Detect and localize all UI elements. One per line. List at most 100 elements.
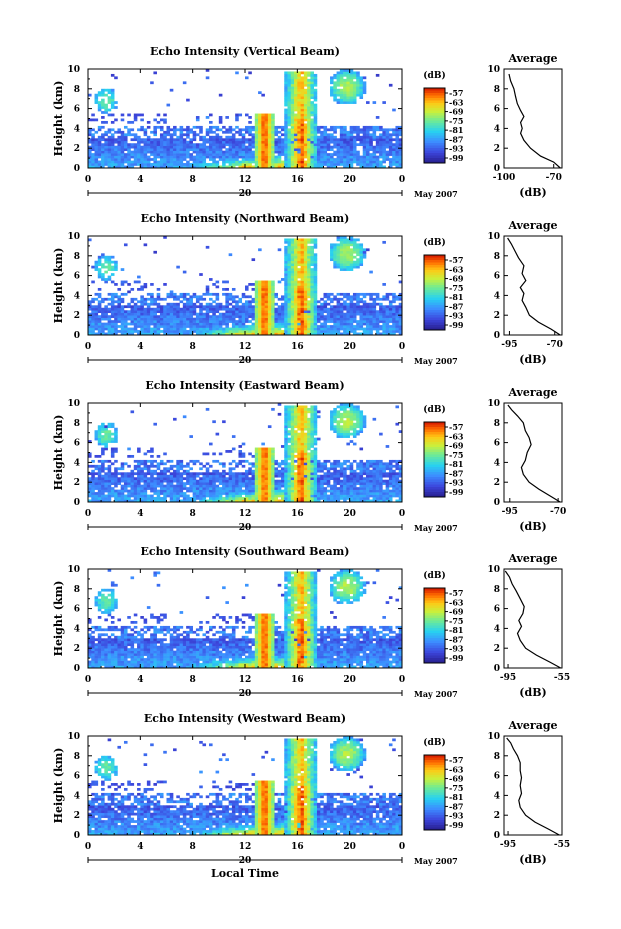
heatmap-cell: [261, 130, 265, 134]
heatmap-cell: [110, 106, 115, 109]
heatmap-cell: [222, 484, 226, 488]
heatmap-cell: [385, 310, 390, 314]
heatmap-cell: [303, 310, 308, 314]
heatmap-cell: [140, 327, 144, 331]
heatmap-cell: [274, 330, 279, 333]
heatmap-cell: [212, 327, 216, 331]
heatmap-cell: [310, 297, 314, 301]
heatmap-cell: [222, 320, 226, 323]
heatmap-cell: [205, 317, 210, 321]
heatmap-cell: [343, 312, 347, 316]
heatmap-cell: [120, 300, 125, 304]
heatmap-cell: [173, 494, 177, 498]
heatmap-cell: [104, 158, 108, 161]
heatmap-cell: [110, 91, 115, 95]
heatmap-cell: [294, 297, 298, 301]
heatmap-cell: [294, 91, 298, 95]
heatmap-cell: [287, 295, 292, 299]
heatmap-cell: [300, 302, 305, 306]
colorbar-tick-label: -93: [449, 144, 464, 154]
heatmap-cell: [297, 78, 301, 82]
heatmap-cell: [133, 330, 138, 333]
heatmap-cell: [254, 494, 259, 498]
heatmap-cell: [241, 474, 246, 478]
heatmap-cell: [294, 305, 298, 309]
heatmap-cell: [110, 140, 115, 144]
heatmap-cell: [159, 125, 164, 129]
heatmap-cell: [280, 462, 285, 466]
heatmap-cell: [101, 310, 105, 314]
heatmap-cell: [385, 322, 390, 326]
heatmap-cell: [313, 243, 318, 247]
heatmap-cell: [205, 116, 210, 119]
heatmap-cell: [205, 325, 210, 328]
colorbar-step: [424, 272, 445, 276]
heatmap-cell: [294, 315, 298, 318]
heatmap-cell: [254, 310, 259, 314]
heatmap-cell: [114, 440, 118, 443]
heatmap-cell: [297, 238, 301, 242]
colorbar-tick-label: -99: [449, 153, 464, 163]
heatmap-cell: [110, 330, 115, 333]
heatmap-cell: [159, 330, 164, 333]
heatmap-cell: [235, 482, 239, 485]
heatmap-cell: [137, 307, 141, 311]
heatmap-cell: [316, 153, 321, 156]
heatmap-cell: [140, 489, 144, 493]
heatmap-cell: [117, 158, 122, 161]
heatmap-cell: [343, 258, 347, 262]
heatmap-cell: [248, 499, 252, 503]
heatmap-cell: [313, 145, 318, 149]
colorbar-tick-label: -57: [449, 255, 463, 265]
heatmap-cell: [153, 310, 157, 314]
heatmap-cell: [352, 320, 357, 323]
heatmap-cell: [261, 302, 265, 306]
heatmap-cell: [277, 297, 282, 301]
heatmap-cell: [101, 452, 105, 456]
heatmap-cell: [163, 492, 167, 495]
heatmap-cell: [123, 330, 128, 333]
heatmap-cell: [133, 482, 138, 485]
heatmap-cell: [303, 243, 308, 247]
heatmap-cell: [267, 499, 272, 503]
heatmap-cell: [343, 83, 347, 87]
heatmap-cell: [303, 265, 308, 269]
heatmap-cell: [153, 155, 157, 159]
heatmap-cell: [110, 425, 115, 429]
heatmap-cell: [267, 317, 272, 321]
heatmap-cell: [94, 479, 99, 483]
heatmap-cell: [114, 312, 118, 316]
heatmap-cell: [280, 153, 285, 156]
heatmap-cell: [248, 283, 252, 286]
heatmap-cell: [179, 467, 184, 471]
heatmap-cell: [280, 163, 285, 166]
heatmap-cell: [245, 125, 249, 129]
heatmap-cell: [313, 305, 318, 309]
heatmap-cell: [176, 477, 180, 481]
heatmap-cell: [343, 130, 347, 134]
heatmap-cell: [316, 325, 321, 328]
heatmap-cell: [215, 297, 220, 301]
heatmap-cell: [254, 135, 259, 139]
heatmap-cell: [123, 327, 128, 331]
y-tick-label: 0: [74, 164, 80, 174]
heatmap-cell: [316, 138, 321, 142]
heatmap-cell: [179, 322, 184, 326]
heatmap-cell: [264, 135, 269, 139]
heatmap-cell: [156, 467, 161, 471]
heatmap-cell: [238, 330, 243, 333]
heatmap-cell: [287, 315, 292, 318]
heatmap-cell: [303, 153, 308, 156]
heatmap-cell: [313, 160, 318, 164]
heatmap-cell: [307, 265, 311, 269]
heatmap-cell: [326, 327, 331, 331]
heatmap-cell: [349, 96, 354, 99]
heatmap-cell: [218, 327, 223, 331]
heatmap-cell: [274, 165, 279, 169]
heatmap-cell: [359, 263, 364, 266]
heatmap-cell: [245, 158, 249, 161]
heatmap-cell: [277, 479, 282, 483]
heatmap-cell: [107, 464, 112, 468]
heatmap-cell: [101, 467, 105, 471]
heatmap-cell: [398, 130, 403, 134]
